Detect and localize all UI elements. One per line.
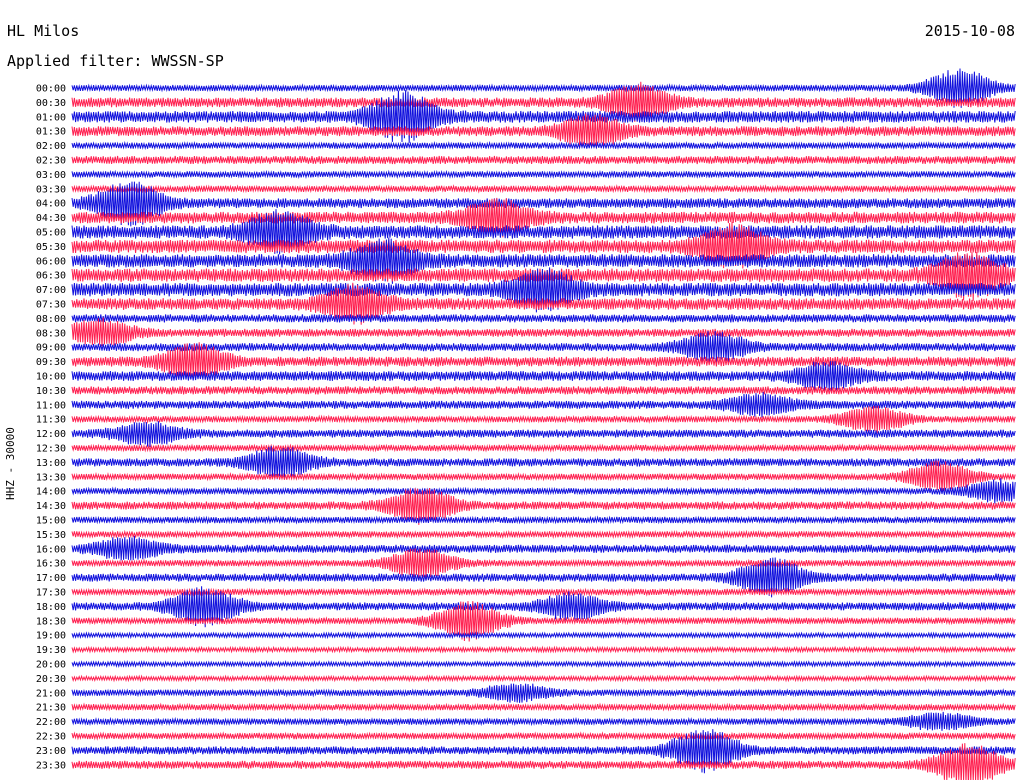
trace-row-0600 [71,237,1016,284]
trace-row-0130 [71,113,1016,149]
row-time-label: 03:30 [36,184,66,195]
trace-row-0630 [71,251,1016,301]
row-time-label: 09:00 [36,343,66,354]
trace-row-1300 [71,445,1016,480]
row-time-label: 19:00 [36,631,66,642]
row-time-label: 03:00 [36,170,66,181]
trace-row-0300 [71,169,1016,180]
trace-row-0400 [71,181,1016,227]
row-time-label: 14:00 [36,487,66,498]
trace-row-2000 [71,659,1016,668]
trace-row-1200 [71,421,1016,447]
row-time-label: 01:00 [36,112,66,123]
row-time-label: 20:30 [36,674,66,685]
trace-row-1900 [71,631,1016,640]
row-time-label: 06:00 [36,256,66,267]
trace-row-0330 [71,184,1016,194]
row-time-label: 12:00 [36,429,66,440]
row-time-label: 11:30 [36,415,66,426]
trace-row-0530 [71,221,1016,269]
trace-row-0930 [71,342,1016,380]
trace-row-1600 [71,535,1016,561]
row-time-label: 02:00 [36,141,66,152]
row-time-label: 23:30 [36,760,66,771]
row-time-label: 18:30 [36,616,66,627]
trace-row-1830 [71,601,1016,642]
trace-row-1730 [71,587,1016,597]
trace-row-0800 [71,314,1016,323]
row-time-label: 12:30 [36,444,66,455]
trace-row-2100 [71,683,1016,703]
trace-row-2030 [71,674,1016,683]
trace-row-0100 [71,90,1016,143]
trace-row-1130 [71,405,1016,434]
row-time-label: 15:00 [36,516,66,527]
row-time-label: 11:00 [36,400,66,411]
trace-row-2230 [71,731,1016,741]
trace-row-1700 [71,557,1016,598]
trace-row-0200 [71,140,1016,151]
row-time-label: 07:30 [36,300,66,311]
trace-row-0830 [71,317,1016,347]
row-time-label: 19:30 [36,645,66,656]
trace-row-1500 [71,515,1016,525]
trace-row-2200 [71,711,1016,731]
row-time-label: 14:30 [36,501,66,512]
row-time-label: 17:30 [36,588,66,599]
trace-row-2300 [71,729,1016,774]
row-time-label: 10:30 [36,386,66,397]
trace-row-1800 [71,586,1016,628]
row-time-label: 08:00 [36,314,66,325]
row-time-label: 13:00 [36,458,66,469]
row-time-label: 22:00 [36,717,66,728]
row-time-label: 21:30 [36,703,66,714]
row-time-label: 10:00 [36,372,66,383]
trace-row-1530 [71,529,1016,540]
trace-row-2130 [71,702,1016,712]
row-time-label: 13:30 [36,472,66,483]
row-time-label: 16:30 [36,559,66,570]
trace-row-1330 [71,460,1016,493]
row-time-label: 05:00 [36,228,66,239]
trace-row-0500 [71,209,1016,255]
row-time-label: 04:00 [36,199,66,210]
trace-row-1030 [71,386,1016,395]
row-time-label: 09:30 [36,357,66,368]
trace-row-0000 [71,68,1016,108]
row-time-label: 04:30 [36,213,66,224]
row-time-label: 20:00 [36,660,66,671]
trace-row-0430 [71,197,1016,238]
trace-row-1100 [71,391,1016,418]
trace-row-0030 [71,81,1016,122]
trace-row-0730 [71,282,1016,325]
trace-row-0900 [71,330,1016,363]
row-time-label: 01:30 [36,127,66,138]
row-time-label: 15:30 [36,530,66,541]
trace-row-1430 [71,487,1016,525]
trace-row-1630 [71,548,1016,579]
row-time-label: 07:00 [36,285,66,296]
row-time-label: 23:00 [36,746,66,757]
trace-row-1230 [71,443,1016,453]
row-time-label: 17:00 [36,573,66,584]
filter-label: Applied filter: WWSSN-SP [7,52,224,70]
row-time-label: 06:30 [36,271,66,282]
row-time-label: 02:30 [36,156,66,167]
row-time-label: 16:00 [36,544,66,555]
row-time-label: 18:00 [36,602,66,613]
date-label: 2015-10-08 [924,22,1015,40]
trace-row-1000 [71,360,1016,392]
row-time-label: 00:00 [36,84,66,95]
row-time-label: 22:30 [36,732,66,743]
trace-row-0230 [71,155,1016,165]
trace-row-1400 [71,478,1016,504]
row-time-label: 08:30 [36,328,66,339]
row-time-label: 00:30 [36,98,66,109]
trace-row-2330 [71,743,1016,780]
trace-row-1930 [71,645,1016,654]
row-time-label: 21:00 [36,688,66,699]
station-title: HL Milos [7,22,80,40]
row-time-label: 05:30 [36,242,66,253]
